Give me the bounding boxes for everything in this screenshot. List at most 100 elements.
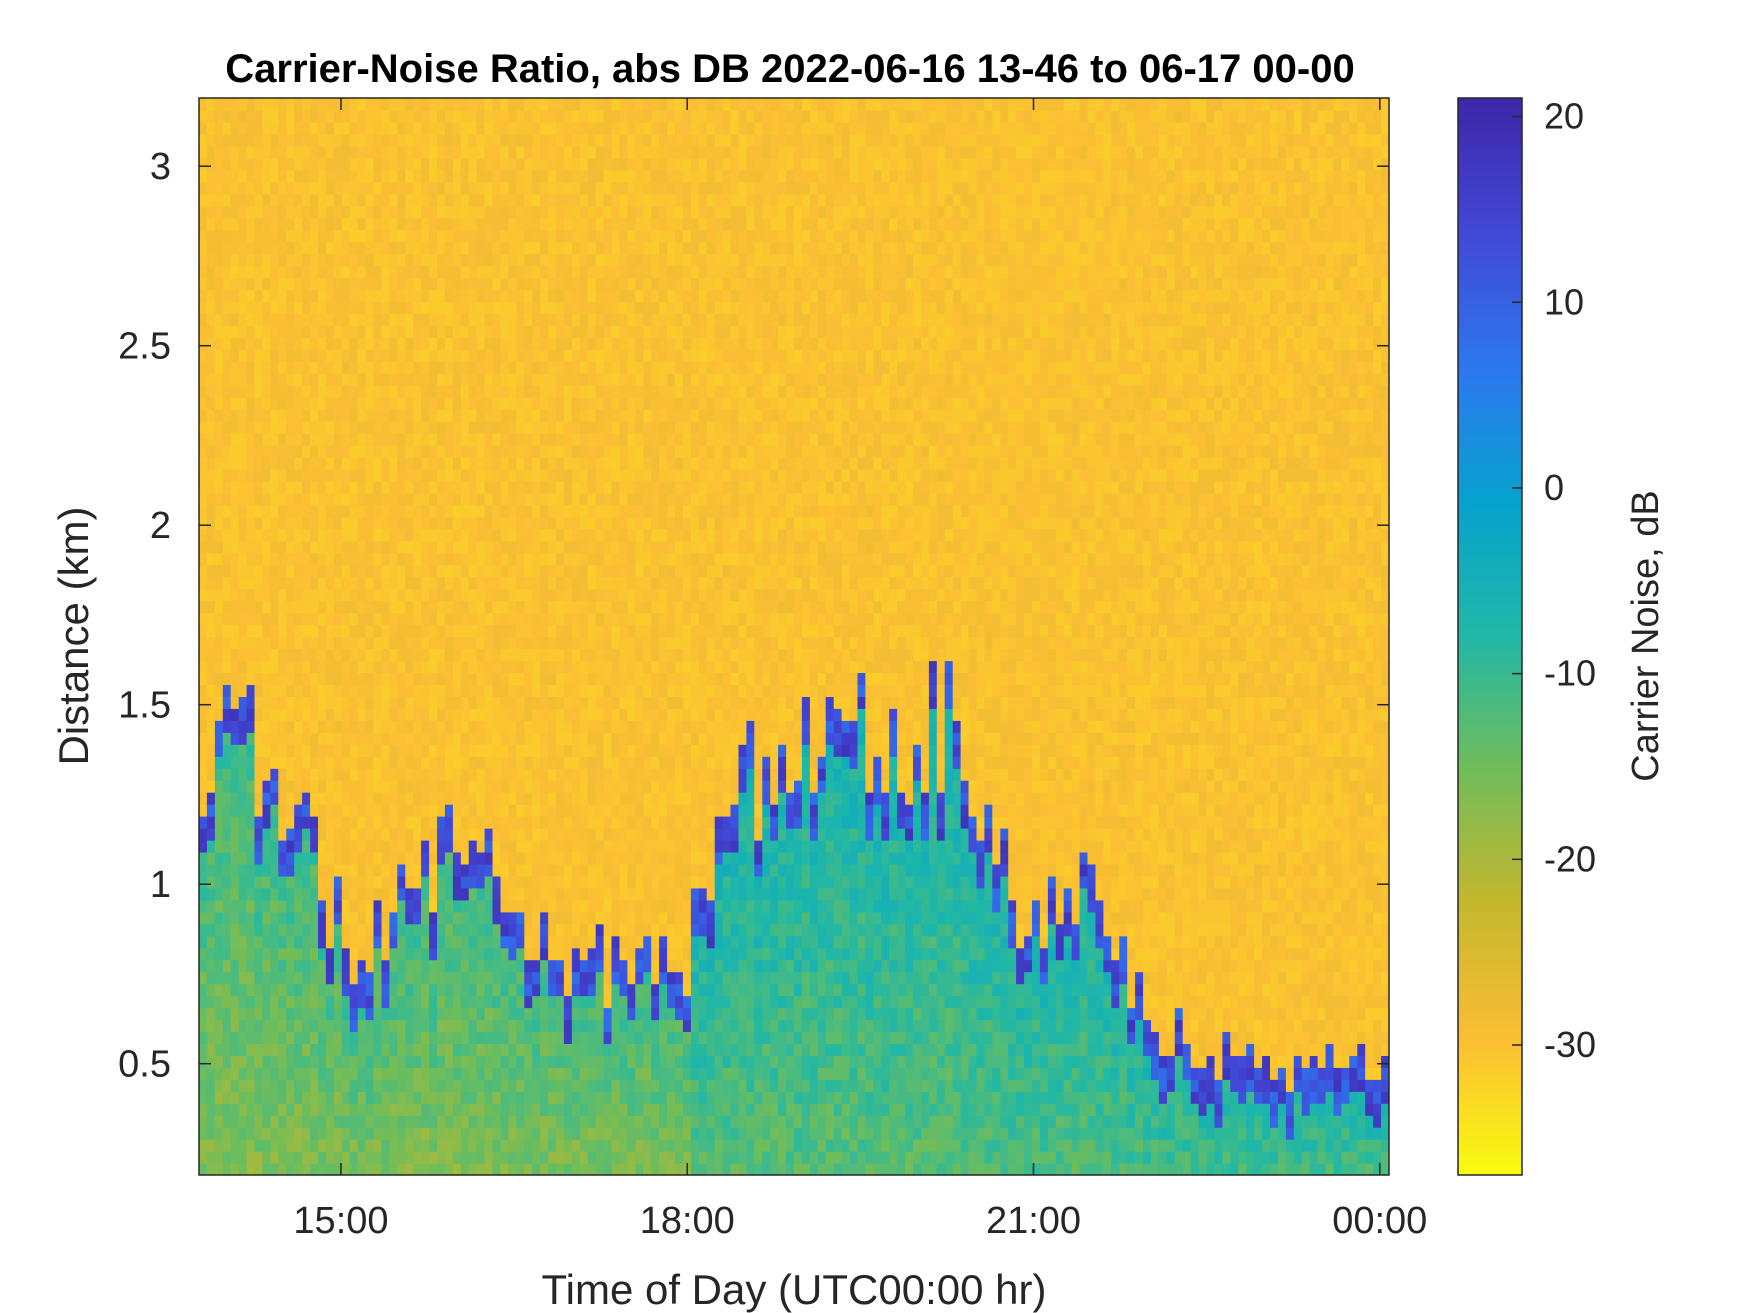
- heatmap-cell: [579, 301, 589, 314]
- heatmap-cell: [381, 169, 390, 183]
- heatmap-cell: [294, 157, 303, 171]
- heatmap-cell: [357, 612, 367, 626]
- heatmap-cell: [524, 528, 533, 542]
- heatmap-cell: [548, 947, 557, 961]
- heatmap-cell: [325, 995, 335, 1009]
- heatmap-cell: [318, 911, 327, 925]
- heatmap-cell: [349, 110, 359, 123]
- heatmap-cell: [381, 780, 390, 793]
- heatmap-cell: [540, 229, 549, 243]
- heatmap-cell: [381, 337, 390, 350]
- heatmap-cell: [468, 816, 478, 829]
- heatmap-cell: [635, 1103, 644, 1116]
- heatmap-cell: [325, 839, 335, 853]
- heatmap-cell: [246, 923, 256, 937]
- heatmap-cell: [357, 313, 367, 326]
- heatmap-cell: [619, 600, 628, 614]
- heatmap-cell: [278, 923, 287, 937]
- heatmap-cell: [254, 445, 263, 458]
- heatmap-cell: [294, 588, 303, 602]
- heatmap-cell: [484, 935, 494, 949]
- heatmap-cell: [199, 1163, 208, 1175]
- heatmap-cell: [206, 887, 216, 901]
- heatmap-cell: [294, 612, 303, 626]
- heatmap-cell: [302, 337, 311, 350]
- heatmap-cell: [341, 552, 351, 566]
- heatmap-cell: [246, 696, 256, 709]
- heatmap-cell: [294, 516, 303, 530]
- heatmap-cell: [405, 313, 414, 326]
- heatmap-cell: [627, 265, 636, 279]
- heatmap-cell: [413, 839, 422, 853]
- heatmap-cell: [579, 445, 589, 458]
- heatmap-cell: [500, 253, 509, 267]
- heatmap-cell: [214, 181, 224, 195]
- heatmap-cell: [587, 361, 597, 374]
- heatmap-cell: [452, 349, 462, 362]
- heatmap-cell: [365, 385, 375, 398]
- heatmap-cell: [397, 325, 406, 338]
- heatmap-cell: [214, 660, 224, 673]
- heatmap-cell: [405, 1031, 414, 1044]
- heatmap-cell: [516, 337, 525, 350]
- heatmap-cell: [397, 756, 406, 769]
- heatmap-cell: [349, 337, 359, 350]
- heatmap-cell: [230, 265, 240, 279]
- heatmap-cell: [333, 301, 343, 314]
- heatmap-cell: [238, 265, 248, 279]
- heatmap-cell: [373, 253, 382, 267]
- heatmap-cell: [278, 756, 287, 769]
- heatmap-cell: [262, 528, 271, 542]
- heatmap-cell: [468, 983, 478, 997]
- heatmap-cell: [421, 672, 430, 685]
- heatmap-cell: [214, 110, 224, 123]
- heatmap-cell: [413, 1115, 422, 1128]
- heatmap-cell: [524, 863, 533, 877]
- heatmap-cell: [222, 361, 232, 374]
- heatmap-cell: [492, 660, 501, 673]
- heatmap-cell: [429, 708, 438, 721]
- heatmap-cell: [563, 445, 573, 458]
- heatmap-cell: [310, 696, 319, 709]
- heatmap-cell: [476, 732, 486, 745]
- heatmap-cell: [357, 169, 367, 183]
- heatmap-cell: [294, 708, 303, 721]
- heatmap-cell: [437, 684, 446, 697]
- heatmap-cell: [476, 421, 486, 434]
- heatmap-cell: [206, 349, 216, 362]
- heatmap-cell: [357, 361, 367, 374]
- heatmap-cell: [571, 744, 581, 757]
- heatmap-cell: [397, 768, 406, 781]
- heatmap-cell: [341, 971, 351, 985]
- heatmap-cell: [262, 696, 271, 709]
- heatmap-cell: [611, 121, 620, 135]
- heatmap-cell: [452, 253, 462, 267]
- heatmap-cell: [413, 564, 422, 578]
- heatmap-cell: [413, 816, 422, 829]
- heatmap-cell: [563, 816, 573, 829]
- heatmap-cell: [532, 744, 541, 757]
- heatmap-cell: [484, 600, 494, 614]
- heatmap-cell: [587, 768, 597, 781]
- heatmap-cell: [563, 911, 573, 925]
- heatmap-cell: [619, 780, 628, 793]
- heatmap-cell: [476, 923, 486, 937]
- heatmap-cell: [563, 720, 573, 733]
- heatmap-cell: [389, 169, 398, 183]
- heatmap-cell: [595, 349, 605, 362]
- heatmap-cell: [270, 1031, 279, 1044]
- heatmap-cell: [381, 899, 390, 913]
- heatmap-cell: [206, 899, 216, 913]
- heatmap-cell: [540, 792, 549, 805]
- heatmap-cell: [325, 708, 335, 721]
- heatmap-cell: [214, 241, 224, 255]
- heatmap-cell: [413, 851, 422, 865]
- heatmap-cell: [341, 169, 351, 183]
- heatmap-cell: [405, 600, 414, 614]
- heatmap-cell: [405, 983, 414, 997]
- heatmap-cell: [294, 540, 303, 554]
- heatmap-cell: [381, 480, 390, 494]
- heatmap-cell: [444, 648, 454, 662]
- heatmap-cell: [230, 768, 240, 781]
- heatmap-cell: [603, 708, 613, 721]
